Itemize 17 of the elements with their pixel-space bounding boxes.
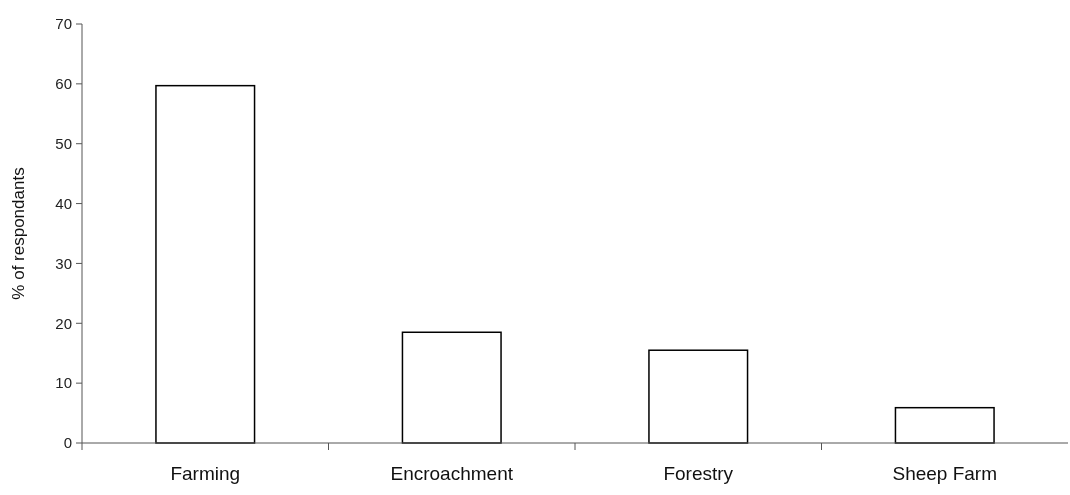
- y-tick-label: 60: [55, 75, 72, 93]
- y-tick-label: 50: [55, 134, 72, 152]
- y-tick-label: 40: [55, 194, 72, 212]
- x-tick-label: Encroachment: [390, 463, 514, 484]
- x-tick-label: Forestry: [663, 463, 734, 484]
- bar: [155, 84, 256, 444]
- y-tick-label: 20: [55, 314, 72, 332]
- y-tick-label: 10: [55, 374, 72, 392]
- y-axis-title: % of respondants: [9, 167, 28, 300]
- x-tick-label: Farming: [170, 463, 241, 484]
- y-tick-label: 30: [55, 254, 72, 272]
- y-tick-label: 70: [55, 15, 72, 33]
- bar: [894, 406, 995, 444]
- y-tick-label: 0: [63, 434, 72, 452]
- bar: [401, 331, 502, 444]
- x-tick-label: Sheep Farm: [892, 463, 998, 484]
- bar: [648, 349, 749, 444]
